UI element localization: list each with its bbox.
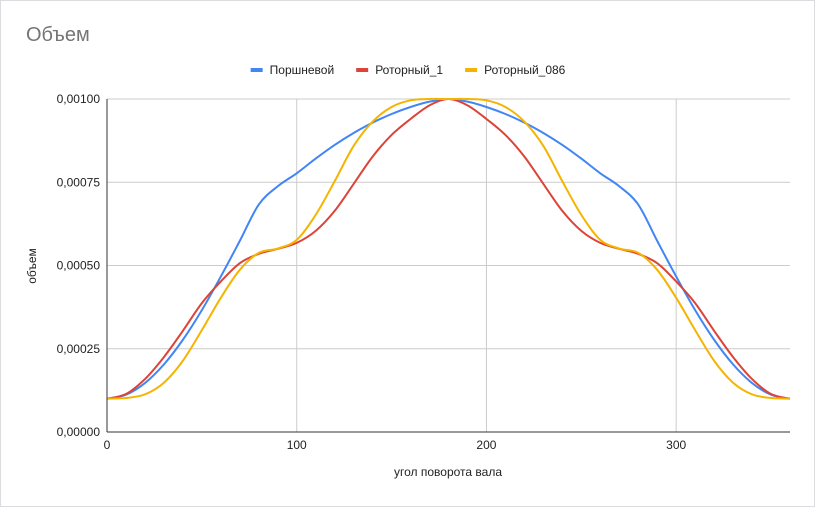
series-line-1 (106, 98, 791, 400)
series-lines (106, 97, 791, 400)
x-tick-label: 300 (666, 438, 686, 452)
y-axis-label: объем (25, 248, 39, 284)
legend-item-2[interactable]: Роторный_1 (356, 63, 443, 77)
legend-swatch (356, 68, 369, 72)
legend-label: Поршневой (270, 63, 335, 77)
legend-label: Роторный_1 (375, 63, 443, 77)
legend-swatch (250, 68, 263, 72)
legend-item-3[interactable]: Роторный_086 (465, 63, 566, 77)
y-tick-label: 0,00100 (57, 92, 101, 106)
legend-label: Роторный_086 (484, 63, 566, 77)
series-line-3 (106, 97, 791, 400)
y-tick-label: 0,00050 (57, 259, 101, 273)
x-tick-label: 200 (476, 438, 496, 452)
chart-title: Объем (26, 24, 90, 46)
legend-swatch (465, 68, 478, 72)
axes: 0,00000 0,00025 0,00050 0,00075 0,00100 0 100 2… (57, 92, 790, 452)
grid (107, 98, 790, 432)
x-tick-label: 100 (287, 438, 307, 452)
series-line-2 (106, 98, 791, 400)
x-axis-label: угол поворота вала (394, 465, 502, 479)
x-tick-label: 0 (104, 438, 111, 452)
y-tick-label: 0,00075 (57, 175, 101, 189)
y-tick-label: 0,00025 (57, 342, 101, 356)
legend: Поршневой Роторный_1 Роторный_086 (250, 63, 566, 77)
legend-item-1[interactable]: Поршневой (250, 63, 335, 77)
y-tick-label: 0,00000 (57, 425, 101, 439)
